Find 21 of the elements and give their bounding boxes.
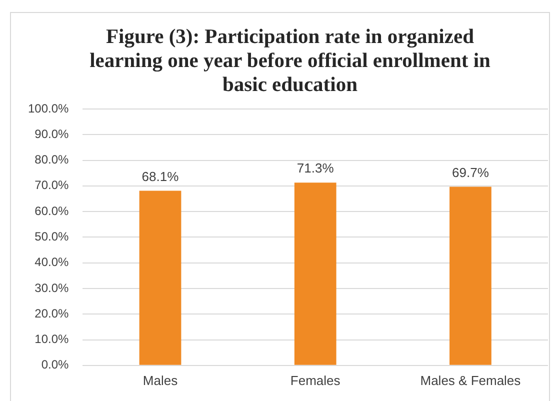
bar <box>139 190 182 365</box>
y-tick-label: 30.0% <box>34 280 70 295</box>
x-tick-label: Males <box>142 372 178 388</box>
y-tick-label: 100.0% <box>28 101 70 116</box>
y-tick-label: 60.0% <box>34 204 70 218</box>
bar <box>294 182 336 365</box>
data-label: 68.1% <box>142 168 180 184</box>
y-tick-label: 70.0% <box>34 178 70 192</box>
data-label: 69.7% <box>452 164 490 180</box>
x-tick-label: Females <box>290 372 341 388</box>
y-tick-label: 80.0% <box>34 152 70 167</box>
y-tick-label: 40.0% <box>34 255 70 270</box>
y-tick-label: 10.0% <box>34 332 70 346</box>
y-tick-label: 50.0% <box>34 230 70 244</box>
data-label: 71.3% <box>296 160 334 176</box>
y-tick-label: 90.0% <box>34 126 70 141</box>
y-tick-label: 0.0% <box>41 358 70 372</box>
x-tick-label: Males & Females <box>420 372 522 388</box>
chart-title: Figure (3): Participation rate in organized learning one year before official enrollment in basic education <box>88 25 492 97</box>
bar <box>450 186 492 365</box>
y-tick-label: 20.0% <box>34 306 70 320</box>
